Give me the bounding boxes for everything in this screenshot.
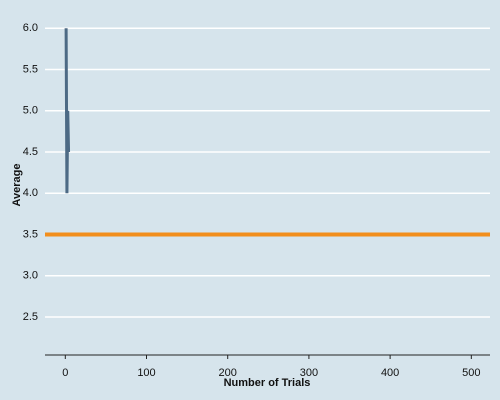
x-axis-label: Number of Trials (224, 377, 311, 389)
y-tick-label: 3.0 (23, 270, 38, 282)
y-tick-label: 4.5 (23, 146, 38, 158)
data-line (64, 28, 71, 194)
y-tick-label: 2.5 (23, 311, 38, 323)
x-tick-label: 100 (137, 367, 155, 379)
x-tick-label: 200 (219, 367, 237, 379)
x-tick-label: 0 (62, 367, 68, 379)
x-tick-label: 500 (462, 367, 480, 379)
y-tick-label: 6.0 (23, 22, 38, 34)
y-tick-label: 3.5 (23, 228, 38, 240)
y-tick-label: 5.5 (23, 63, 38, 75)
y-axis-label: Average (11, 163, 23, 206)
y-tick-label: 4.0 (23, 187, 38, 199)
y-tick-label: 5.0 (23, 105, 38, 117)
x-tick-label: 400 (381, 367, 399, 379)
x-tick-label: 300 (300, 367, 318, 379)
